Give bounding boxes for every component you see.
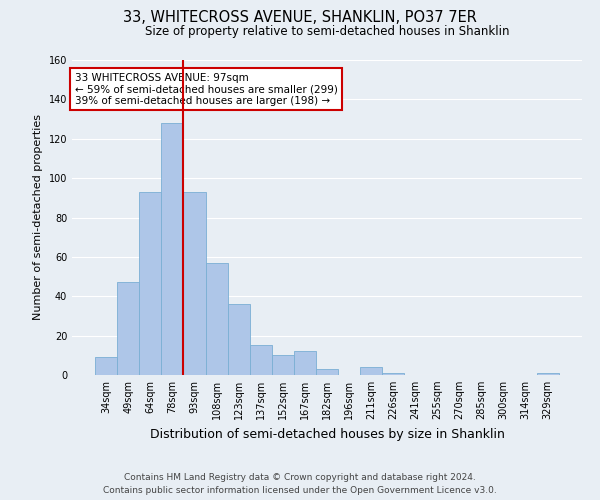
Bar xyxy=(272,356,294,375)
Y-axis label: Number of semi-detached properties: Number of semi-detached properties xyxy=(33,114,43,320)
Bar xyxy=(537,373,559,375)
Title: Size of property relative to semi-detached houses in Shanklin: Size of property relative to semi-detach… xyxy=(145,25,509,38)
Bar xyxy=(206,263,227,375)
Bar xyxy=(294,352,316,375)
Bar xyxy=(227,304,250,375)
X-axis label: Distribution of semi-detached houses by size in Shanklin: Distribution of semi-detached houses by … xyxy=(149,428,505,440)
Text: 33 WHITECROSS AVENUE: 97sqm
← 59% of semi-detached houses are smaller (299)
39% : 33 WHITECROSS AVENUE: 97sqm ← 59% of sem… xyxy=(74,72,337,106)
Bar xyxy=(139,192,161,375)
Bar xyxy=(184,192,206,375)
Bar xyxy=(382,373,404,375)
Bar xyxy=(316,369,338,375)
Text: Contains HM Land Registry data © Crown copyright and database right 2024.
Contai: Contains HM Land Registry data © Crown c… xyxy=(103,474,497,495)
Bar xyxy=(95,358,117,375)
Bar xyxy=(250,346,272,375)
Bar xyxy=(117,282,139,375)
Bar xyxy=(360,367,382,375)
Bar xyxy=(161,123,184,375)
Text: 33, WHITECROSS AVENUE, SHANKLIN, PO37 7ER: 33, WHITECROSS AVENUE, SHANKLIN, PO37 7E… xyxy=(123,10,477,25)
